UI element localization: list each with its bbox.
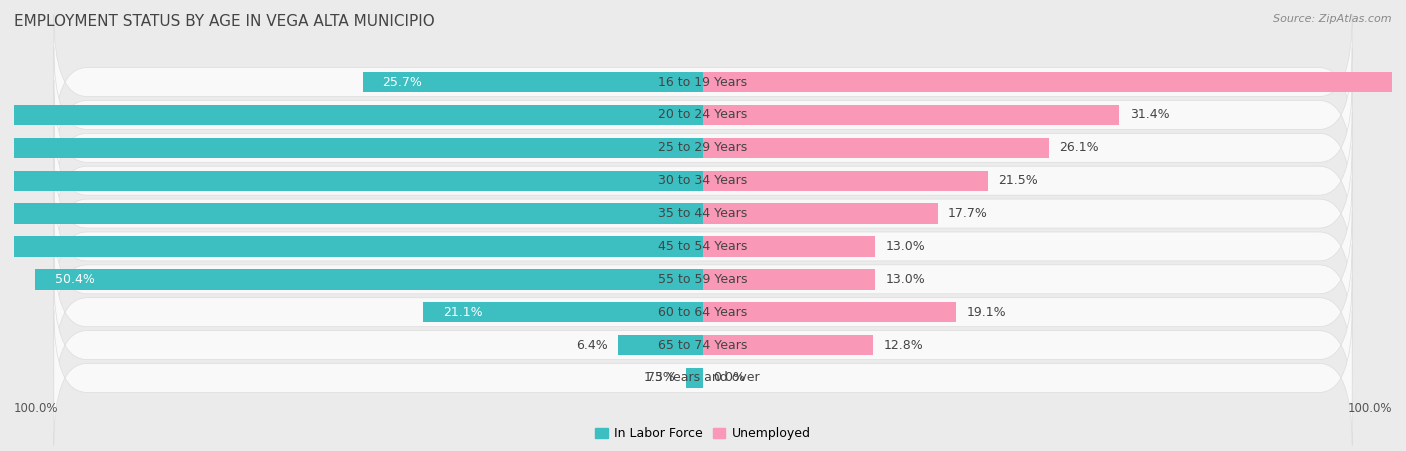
Bar bbox=[423, 302, 703, 322]
FancyBboxPatch shape bbox=[53, 244, 1353, 380]
Text: 0.0%: 0.0% bbox=[714, 372, 745, 384]
Text: 65 to 74 Years: 65 to 74 Years bbox=[654, 339, 752, 352]
Text: 75 Years and over: 75 Years and over bbox=[643, 372, 763, 384]
Text: 55 to 59 Years: 55 to 59 Years bbox=[654, 273, 752, 286]
Bar bbox=[703, 302, 956, 322]
FancyBboxPatch shape bbox=[53, 179, 1353, 314]
Bar bbox=[686, 368, 703, 388]
Text: 35 to 44 Years: 35 to 44 Years bbox=[654, 207, 752, 220]
FancyBboxPatch shape bbox=[53, 14, 1353, 150]
Text: 16 to 19 Years: 16 to 19 Years bbox=[654, 76, 752, 88]
Text: 21.5%: 21.5% bbox=[998, 174, 1038, 187]
Bar bbox=[35, 269, 703, 290]
Text: 31.4%: 31.4% bbox=[1129, 108, 1170, 121]
Bar bbox=[703, 72, 1406, 92]
Bar bbox=[0, 203, 703, 224]
Bar bbox=[703, 269, 875, 290]
FancyBboxPatch shape bbox=[53, 113, 1353, 249]
Legend: In Labor Force, Unemployed: In Labor Force, Unemployed bbox=[591, 423, 815, 446]
Bar bbox=[703, 105, 1119, 125]
Bar bbox=[0, 105, 703, 125]
Text: 30 to 34 Years: 30 to 34 Years bbox=[654, 174, 752, 187]
Text: 26.1%: 26.1% bbox=[1059, 141, 1099, 154]
Text: 1.3%: 1.3% bbox=[644, 372, 675, 384]
Text: 21.1%: 21.1% bbox=[443, 306, 482, 319]
Bar bbox=[703, 335, 873, 355]
Text: 13.0%: 13.0% bbox=[886, 273, 925, 286]
Bar bbox=[0, 138, 703, 158]
Bar bbox=[703, 170, 988, 191]
Bar bbox=[0, 236, 703, 257]
FancyBboxPatch shape bbox=[53, 146, 1353, 281]
FancyBboxPatch shape bbox=[53, 80, 1353, 216]
Text: 12.8%: 12.8% bbox=[883, 339, 922, 352]
Text: 100.0%: 100.0% bbox=[1347, 402, 1392, 414]
FancyBboxPatch shape bbox=[53, 47, 1353, 183]
Text: EMPLOYMENT STATUS BY AGE IN VEGA ALTA MUNICIPIO: EMPLOYMENT STATUS BY AGE IN VEGA ALTA MU… bbox=[14, 14, 434, 28]
Bar bbox=[0, 170, 703, 191]
Text: 45 to 54 Years: 45 to 54 Years bbox=[654, 240, 752, 253]
FancyBboxPatch shape bbox=[53, 277, 1353, 413]
Text: 13.0%: 13.0% bbox=[886, 240, 925, 253]
Text: 50.4%: 50.4% bbox=[55, 273, 96, 286]
Text: 19.1%: 19.1% bbox=[967, 306, 1007, 319]
FancyBboxPatch shape bbox=[53, 310, 1353, 446]
Bar bbox=[703, 203, 938, 224]
Bar bbox=[703, 138, 1049, 158]
Text: Source: ZipAtlas.com: Source: ZipAtlas.com bbox=[1274, 14, 1392, 23]
Bar bbox=[703, 236, 875, 257]
Text: 6.4%: 6.4% bbox=[576, 339, 607, 352]
Text: 100.0%: 100.0% bbox=[14, 402, 59, 414]
Text: 25 to 29 Years: 25 to 29 Years bbox=[654, 141, 752, 154]
Text: 60 to 64 Years: 60 to 64 Years bbox=[654, 306, 752, 319]
Bar bbox=[619, 335, 703, 355]
Bar bbox=[363, 72, 703, 92]
Text: 20 to 24 Years: 20 to 24 Years bbox=[654, 108, 752, 121]
FancyBboxPatch shape bbox=[53, 212, 1353, 347]
Text: 25.7%: 25.7% bbox=[382, 76, 422, 88]
Text: 17.7%: 17.7% bbox=[948, 207, 988, 220]
